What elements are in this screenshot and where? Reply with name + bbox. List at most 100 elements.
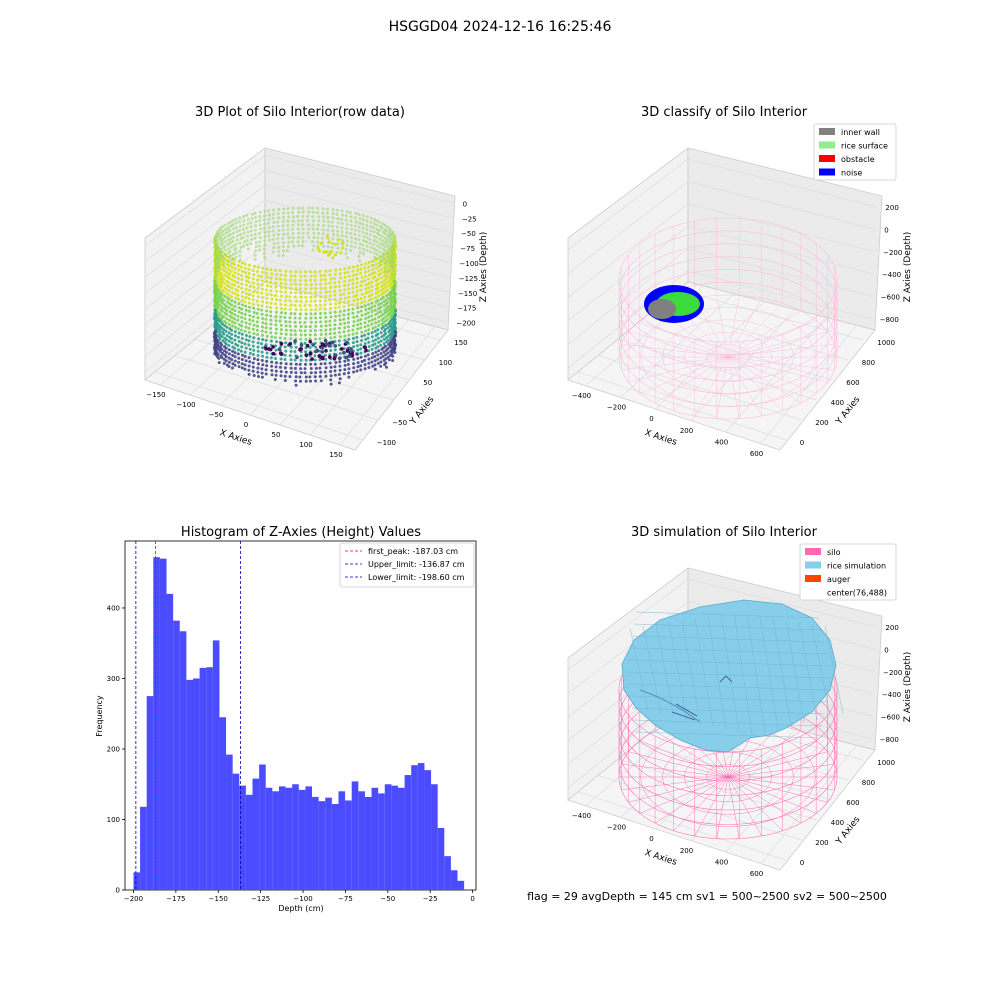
point-marker: [343, 284, 346, 288]
point-marker: [223, 273, 226, 277]
point-marker: [337, 280, 341, 284]
point-marker: [372, 264, 376, 268]
point-marker: [240, 295, 244, 298]
point-marker: [248, 335, 252, 339]
point-marker: [313, 333, 317, 337]
silo-floor-spoke: [727, 776, 762, 837]
simulation-legend-label: rice simulation: [827, 562, 886, 571]
point-marker: [235, 238, 239, 242]
point-marker: [283, 278, 287, 282]
silo-floor-spoke: [654, 730, 729, 778]
point-marker: [284, 362, 288, 366]
point-marker: [225, 296, 229, 300]
point-marker: [265, 296, 269, 300]
point-marker: [236, 327, 240, 331]
point-marker: [313, 274, 317, 278]
point-marker: [357, 234, 361, 237]
point-marker: [291, 211, 294, 214]
point-marker: [293, 316, 297, 320]
point-marker: [332, 233, 336, 237]
point-marker: [269, 327, 273, 330]
p4-y-tick-label: 600: [846, 799, 859, 807]
point-marker: [299, 325, 303, 329]
point-marker: [323, 303, 327, 307]
simulation-legend-label: silo: [827, 548, 841, 557]
point-marker: [238, 249, 242, 253]
point-marker: [376, 361, 380, 365]
point-marker: [242, 244, 246, 248]
point-marker: [325, 342, 329, 347]
point-marker: [261, 338, 265, 341]
point-marker: [267, 230, 271, 234]
point-marker: [275, 327, 278, 331]
point-marker: [318, 299, 322, 303]
point-marker: [228, 310, 232, 314]
point-marker: [256, 345, 260, 349]
point-marker: [338, 289, 342, 292]
point-marker: [231, 235, 235, 239]
point-marker: [387, 322, 391, 326]
point-marker: [227, 268, 231, 272]
point-marker: [268, 347, 273, 352]
point-marker: [229, 254, 233, 257]
point-marker: [333, 242, 337, 246]
point-marker: [323, 299, 327, 303]
point-marker: [237, 310, 241, 314]
point-marker: [298, 304, 302, 308]
p2-y-tick-label: 0: [800, 439, 804, 447]
point-marker: [315, 211, 319, 214]
point-marker: [317, 215, 321, 219]
mesh-line: [629, 627, 649, 712]
point-marker: [230, 269, 234, 273]
point-marker: [301, 227, 305, 231]
silo-floor-spoke: [628, 356, 729, 383]
point-marker: [248, 322, 252, 326]
point-marker: [387, 343, 391, 347]
point-marker: [221, 225, 225, 229]
point-marker: [265, 334, 269, 338]
point-marker: [394, 292, 398, 296]
point-marker: [279, 328, 283, 332]
histogram-bar: [173, 620, 180, 890]
point-marker: [304, 325, 308, 329]
point-marker: [333, 319, 337, 322]
point-marker: [288, 320, 292, 324]
point-marker: [384, 344, 387, 348]
point-marker: [294, 299, 298, 303]
point-marker: [376, 244, 380, 248]
point-marker: [299, 337, 303, 341]
point-marker: [221, 250, 225, 254]
point-marker: [318, 270, 322, 273]
point-marker: [355, 277, 359, 281]
point-marker: [346, 316, 350, 320]
point-marker: [383, 249, 387, 253]
point-marker: [338, 364, 342, 368]
point-marker: [337, 381, 341, 385]
histogram-bar: [398, 787, 405, 890]
point-marker: [321, 211, 325, 215]
point-marker: [224, 329, 228, 333]
point-marker: [215, 269, 219, 273]
point-marker: [214, 300, 218, 304]
point-marker: [343, 338, 347, 342]
point-marker: [343, 267, 347, 271]
silo-floor-spoke: [621, 763, 729, 778]
mesh-line: [720, 613, 740, 733]
mesh-line: [798, 621, 818, 721]
point-marker: [243, 350, 247, 354]
point-marker: [251, 369, 255, 373]
point-marker: [380, 322, 384, 326]
point-marker: [319, 303, 322, 307]
point-marker: [369, 246, 373, 249]
point-marker: [313, 312, 317, 316]
point-marker: [393, 288, 397, 291]
point-marker: [284, 295, 288, 298]
point-marker: [318, 366, 322, 370]
silo-floor-spoke: [727, 776, 740, 839]
point-marker: [361, 230, 365, 234]
silo-floor-ring: [684, 331, 772, 383]
point-marker: [230, 358, 234, 362]
point-marker: [337, 339, 341, 343]
